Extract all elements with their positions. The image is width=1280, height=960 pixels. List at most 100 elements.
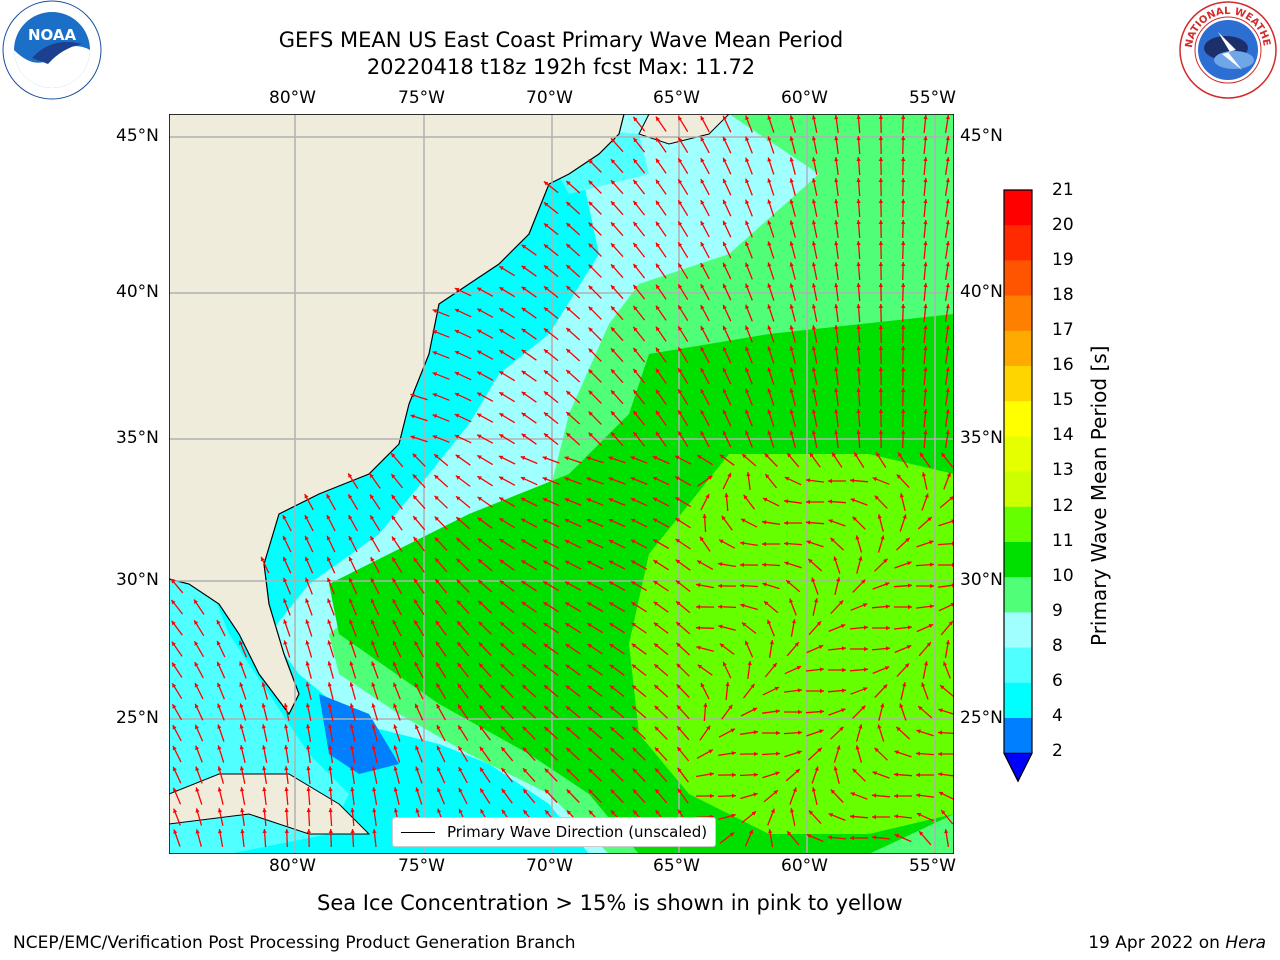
wave-direction-arrowhead	[789, 304, 794, 309]
wave-direction-arrowhead	[754, 751, 758, 757]
wave-direction-arrowhead	[458, 808, 463, 814]
wave-direction-arrowhead	[432, 435, 438, 440]
wave-direction-arrowhead	[923, 199, 928, 204]
wave-direction-arrowhead	[862, 603, 868, 608]
wave-direction-arrowhead	[371, 724, 376, 729]
wave-direction-arrowhead	[923, 325, 928, 330]
wave-direction-arrowhead	[700, 200, 705, 205]
wave-direction-arrowhead	[632, 747, 637, 752]
wave-direction-arrowhead	[811, 115, 817, 120]
wave-direction-arrowhead	[722, 430, 727, 436]
wave-direction-arrowhead	[722, 388, 727, 394]
wave-direction-arrowhead	[608, 477, 613, 482]
wave-direction-arrowhead	[499, 539, 504, 543]
wave-direction-arrowhead	[523, 809, 528, 815]
wave-direction-arrowhead	[262, 766, 267, 771]
wave-direction-arrowhead	[923, 430, 928, 435]
wave-direction-arrowhead	[455, 454, 461, 459]
wave-direction-arrowhead	[370, 578, 375, 583]
wave-direction-arrowhead	[633, 221, 638, 227]
colorbar-tick: 12	[1052, 496, 1074, 516]
wave-direction-arrowhead	[477, 538, 483, 543]
wave-direction-arrowhead	[479, 705, 484, 710]
colorbar-tick: 18	[1052, 285, 1074, 305]
lat-tick-right: 40°N	[960, 282, 1003, 302]
wave-direction-arrowhead	[727, 472, 732, 478]
wave-direction-arrowhead	[945, 430, 950, 435]
wave-direction-arrowhead	[217, 745, 222, 750]
wave-direction-arrowhead	[217, 766, 222, 771]
wave-direction-arrowhead	[349, 682, 354, 687]
wave-direction-arrowhead	[284, 745, 289, 750]
wave-direction-arrowhead	[478, 621, 483, 626]
wave-direction-arrowhead	[745, 640, 749, 646]
colorbar-band	[1004, 436, 1032, 473]
wave-direction-arrowhead	[588, 768, 593, 774]
wave-direction-arrowhead	[500, 705, 506, 710]
colorbar-band	[1004, 718, 1032, 754]
wave-direction-arrowhead	[500, 643, 505, 648]
wave-direction-arrowhead	[874, 747, 879, 753]
wave-direction-arrowhead	[306, 787, 311, 792]
wave-direction-arrowhead	[522, 685, 527, 690]
wave-direction-arrowhead	[753, 730, 758, 735]
wave-direction-arrowhead	[836, 577, 841, 582]
wave-direction-arrowhead	[894, 772, 899, 777]
wave-direction-arrowhead	[676, 663, 681, 668]
wave-direction-arrowhead	[349, 577, 353, 583]
wave-direction-arrowhead	[834, 178, 839, 183]
wave-direction-arrowhead	[678, 431, 683, 436]
wave-direction-arrowhead	[792, 787, 797, 792]
wave-direction-arrowhead	[305, 577, 310, 583]
wave-direction-arrowhead	[349, 661, 354, 666]
wave-direction-arrowhead	[588, 243, 593, 248]
lat-tick-right: 45°N	[960, 126, 1003, 146]
wave-direction-arrowhead	[543, 623, 548, 627]
wave-direction-arrowhead	[923, 157, 928, 162]
wave-direction-arrowhead	[306, 829, 311, 833]
wave-direction-arrowhead	[542, 456, 547, 461]
wave-direction-arrowhead	[878, 283, 884, 287]
wave-direction-arrowhead	[609, 602, 614, 607]
wave-direction-arrowhead	[878, 430, 884, 434]
wave-direction-arrowhead	[391, 474, 396, 479]
wave-direction-arrowhead	[697, 455, 702, 460]
colorbar-frame	[1003, 189, 1033, 783]
wave-direction-arrowhead	[435, 641, 440, 646]
wave-direction-arrowhead	[923, 346, 928, 351]
wave-direction-arrowhead	[565, 644, 570, 648]
wave-direction-arrowhead	[894, 750, 899, 755]
wave-direction-arrowhead	[609, 644, 614, 648]
wave-direction-arrowhead	[740, 562, 744, 568]
wave-direction-arrowhead	[544, 726, 549, 732]
wave-direction-arrowhead	[745, 115, 750, 121]
lon-tick-bottom: 60°W	[781, 856, 828, 876]
wave-direction-arrowhead	[587, 623, 592, 628]
wave-direction-arrowhead	[697, 560, 702, 565]
wave-direction-arrowhead	[834, 157, 839, 162]
wave-direction-arrowhead	[811, 409, 817, 414]
wave-direction-arrowhead	[901, 388, 906, 392]
wave-direction-arrowhead	[700, 410, 705, 415]
wave-direction-arrowhead	[456, 558, 461, 563]
wave-direction-arrowhead	[172, 745, 177, 751]
wave-direction-arrowhead	[436, 704, 441, 709]
wave-direction-arrowhead	[413, 557, 418, 563]
wave-direction-arrowhead	[703, 703, 708, 708]
wave-direction-arrowhead	[284, 766, 289, 771]
wave-direction-arrowhead	[745, 325, 750, 331]
wave-direction-arrowhead	[239, 703, 244, 708]
wave-direction-arrowhead	[856, 157, 861, 162]
wave-direction-arrowhead	[543, 328, 549, 333]
wave-direction-arrowhead	[608, 539, 614, 544]
wave-direction-arrowhead	[834, 199, 839, 204]
wave-direction-arrowhead	[796, 666, 802, 670]
wave-direction-arrowhead	[945, 409, 950, 414]
wave-direction-arrowhead	[521, 307, 527, 312]
wave-direction-arrowhead	[414, 620, 419, 625]
wave-direction-arrowhead	[544, 789, 550, 794]
wave-direction-arrowhead	[945, 304, 950, 309]
wave-direction-arrowhead	[501, 809, 506, 815]
wave-direction-arrowhead	[458, 767, 463, 772]
wave-direction-arrowhead	[745, 283, 750, 289]
